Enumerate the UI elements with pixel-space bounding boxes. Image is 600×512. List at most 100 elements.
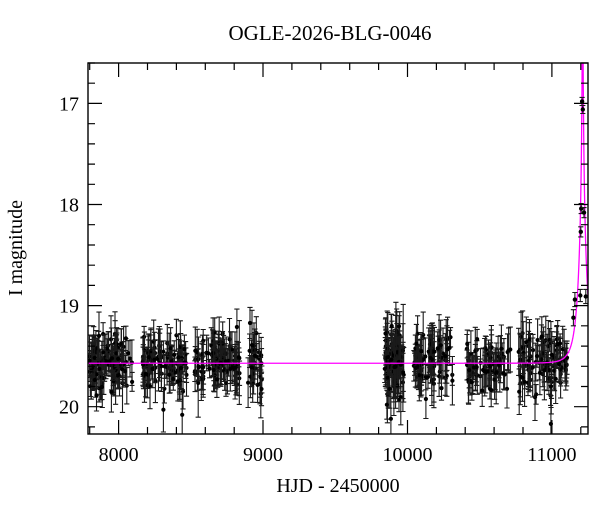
data-point — [249, 365, 254, 370]
data-point — [497, 363, 502, 368]
data-point — [150, 366, 155, 371]
data-point — [385, 354, 391, 360]
data-point — [101, 350, 106, 355]
peak-data-point — [580, 107, 585, 112]
x-tick-label: 10000 — [383, 444, 433, 466]
data-point — [548, 384, 554, 389]
data-point — [162, 364, 167, 369]
data-point — [428, 355, 433, 360]
data-point — [99, 384, 104, 390]
data-point — [522, 379, 527, 385]
data-point — [480, 388, 485, 393]
season-6-points — [411, 311, 455, 420]
x-axis-label: HJD - 2450000 — [276, 475, 399, 497]
data-point — [539, 334, 544, 339]
data-point — [204, 350, 209, 356]
data-point — [553, 376, 558, 381]
x-tick-label: 11000 — [527, 444, 576, 466]
model-curve — [88, 63, 588, 364]
data-point — [249, 343, 255, 348]
peak-data-point — [571, 315, 576, 320]
data-point — [557, 362, 562, 367]
data-point — [435, 346, 440, 351]
peak-data-point — [578, 229, 583, 234]
data-point — [182, 360, 187, 365]
data-point — [471, 365, 476, 370]
data-point — [389, 323, 394, 329]
data-point — [92, 377, 97, 383]
data-point — [465, 341, 470, 347]
peak-data-point — [579, 99, 585, 104]
data-point — [229, 347, 235, 352]
data-point — [255, 382, 260, 387]
data-point — [105, 346, 110, 351]
data-point — [384, 402, 389, 407]
data-point — [450, 378, 455, 383]
peak-data-point — [581, 210, 587, 215]
data-point — [126, 351, 131, 356]
data-point — [120, 367, 125, 372]
season-1-points — [88, 311, 135, 413]
data-point — [176, 355, 181, 360]
data-point — [524, 340, 529, 345]
data-point — [499, 346, 504, 351]
data-point — [527, 337, 532, 342]
data-point — [520, 375, 525, 380]
data-point — [175, 379, 180, 384]
data-point — [517, 389, 522, 394]
peak-data-point — [583, 294, 588, 299]
x-tick-label: 8000 — [99, 444, 139, 466]
data-point — [438, 343, 443, 348]
model-curve-layer — [88, 63, 588, 364]
data-point — [385, 375, 390, 380]
data-point — [234, 324, 239, 330]
data-point — [494, 370, 499, 375]
outlier-point — [180, 412, 185, 417]
axes-layer: 8000 9000 10000 11000 17 18 19 20 — [59, 62, 589, 466]
data-point — [127, 356, 133, 361]
data-point — [168, 346, 173, 351]
data-point — [530, 365, 535, 370]
plot-frame — [87, 62, 589, 435]
data-point — [159, 364, 164, 369]
data-point — [414, 341, 419, 346]
plot-title: OGLE-2026-BLG-0046 — [229, 21, 432, 45]
data-point — [448, 335, 453, 340]
data-point — [247, 320, 253, 326]
data-point — [259, 386, 264, 392]
data-point — [130, 379, 135, 384]
y-tick-label: 18 — [59, 195, 79, 217]
data-point — [439, 386, 444, 391]
data-point — [178, 344, 183, 349]
data-point — [119, 341, 124, 346]
outlier-point — [161, 407, 166, 412]
data-point — [228, 366, 233, 371]
data-point — [233, 365, 238, 370]
data-point — [389, 357, 394, 362]
season-8-points — [516, 310, 570, 422]
data-point — [252, 353, 258, 358]
data-point — [425, 374, 431, 379]
data-point — [466, 377, 471, 383]
data-point — [488, 364, 493, 369]
data-point — [115, 373, 120, 378]
data-point — [207, 366, 212, 371]
data-point — [182, 347, 187, 352]
data-point — [469, 380, 474, 385]
data-point — [246, 380, 251, 385]
peak-data-point — [572, 297, 578, 302]
data-point — [482, 369, 487, 374]
data-point — [116, 356, 121, 361]
data-point — [489, 387, 494, 393]
data-point — [423, 396, 428, 402]
data-point — [167, 372, 172, 377]
data-point — [413, 365, 418, 370]
data-point — [109, 356, 115, 361]
data-point — [97, 366, 102, 371]
data-point — [94, 393, 99, 398]
season-4-points — [245, 306, 265, 419]
data-point — [104, 359, 109, 364]
data-point — [483, 346, 488, 351]
